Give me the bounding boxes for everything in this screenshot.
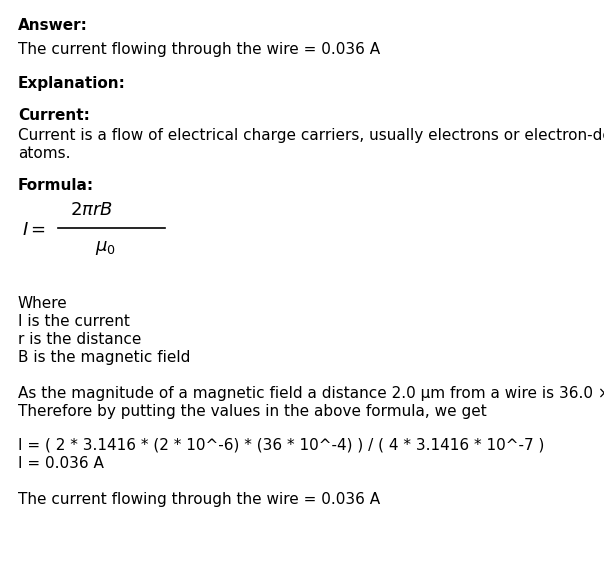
Text: Formula:: Formula: — [18, 178, 94, 193]
Text: Where: Where — [18, 296, 68, 311]
Text: I is the current: I is the current — [18, 314, 130, 329]
Text: Explanation:: Explanation: — [18, 76, 126, 91]
Text: atoms.: atoms. — [18, 146, 71, 161]
Text: $2\pi r B$: $2\pi r B$ — [70, 201, 113, 219]
Text: As the magnitude of a magnetic field a distance 2.0 μm from a wire is 36.0 × 10-: As the magnitude of a magnetic field a d… — [18, 386, 604, 401]
Text: The current flowing through the wire = 0.036 A: The current flowing through the wire = 0… — [18, 42, 380, 57]
Text: Therefore by putting the values in the above formula, we get: Therefore by putting the values in the a… — [18, 404, 487, 419]
Text: Current:: Current: — [18, 108, 90, 123]
Text: r is the distance: r is the distance — [18, 332, 141, 347]
Text: $I =$: $I =$ — [22, 221, 46, 239]
Text: Answer:: Answer: — [18, 18, 88, 33]
Text: I = 0.036 A: I = 0.036 A — [18, 456, 104, 471]
Text: The current flowing through the wire = 0.036 A: The current flowing through the wire = 0… — [18, 492, 380, 507]
Text: $\mu_0$: $\mu_0$ — [95, 239, 116, 257]
Text: I = ( 2 * 3.1416 * (2 * 10^-6) * (36 * 10^-4) ) / ( 4 * 3.1416 * 10^-7 ): I = ( 2 * 3.1416 * (2 * 10^-6) * (36 * 1… — [18, 438, 544, 453]
Text: Current is a flow of electrical charge carriers, usually electrons or electron-d: Current is a flow of electrical charge c… — [18, 128, 604, 143]
Text: B is the magnetic field: B is the magnetic field — [18, 350, 190, 365]
